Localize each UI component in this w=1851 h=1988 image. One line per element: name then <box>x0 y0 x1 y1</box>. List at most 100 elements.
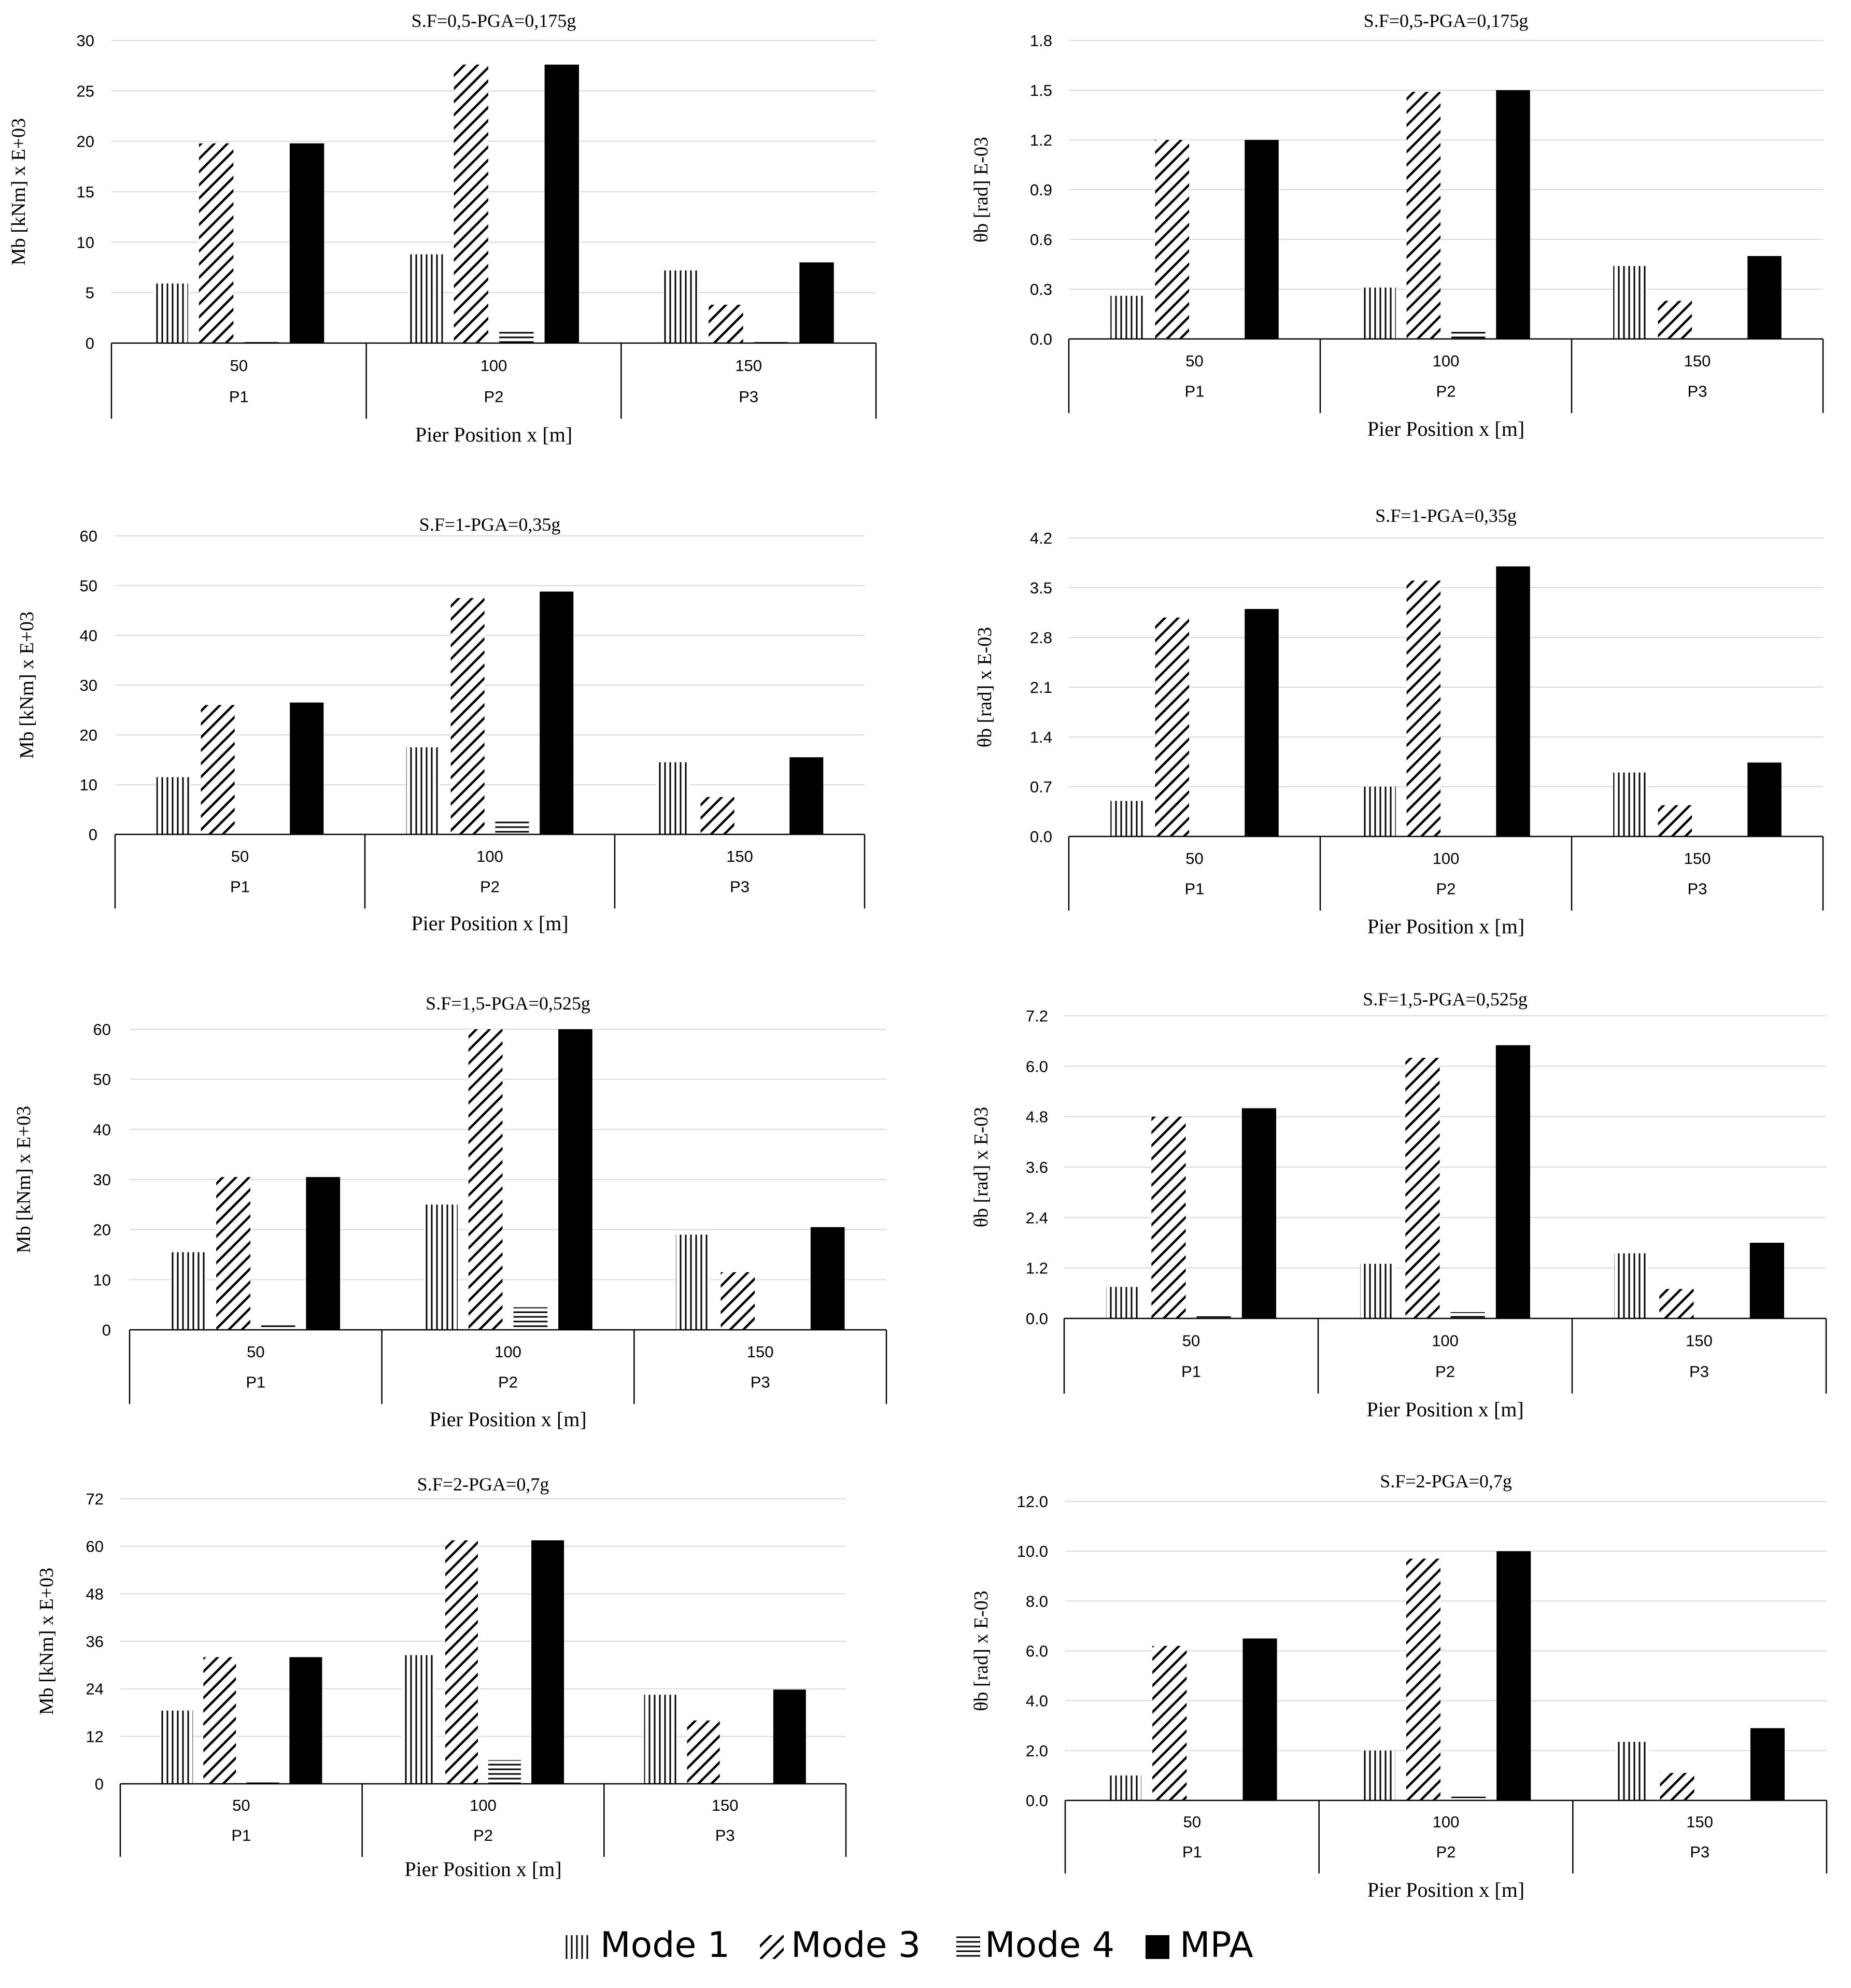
y-axis-label: Mb [kNm] x E+03 <box>8 118 30 265</box>
bar-mode-3 <box>709 305 743 343</box>
chart-panel: S.F=1-PGA=0,35g 0 10 20 30 40 50 60 50 P1 100 P2 150… <box>16 514 866 935</box>
bar-mode-3 <box>450 598 485 834</box>
bar-mode-4 <box>1451 1796 1486 1800</box>
bar-mode-3 <box>1406 1558 1440 1800</box>
y-axis-label: θb [rad] x E-03 <box>970 1591 992 1711</box>
y-tick-label: 0.3 <box>1030 280 1052 299</box>
bar-mode-3 <box>199 143 234 343</box>
x-category-label: 150 <box>726 847 753 865</box>
bar-mpa <box>1245 609 1279 836</box>
y-axis-label: Mb [kNm] x E+03 <box>36 1568 58 1715</box>
bar-mode-3 <box>700 797 734 834</box>
x-group-label: P3 <box>739 388 758 406</box>
bar-mode-4 <box>1196 1316 1231 1318</box>
bar-mode-1 <box>1362 787 1396 836</box>
pattern-horizontal-swatch <box>956 1935 980 1959</box>
y-tick-label: 1.4 <box>1030 728 1052 746</box>
y-tick-label: 1.8 <box>1030 32 1052 50</box>
y-axis-label: Mb [kNm] x E+03 <box>13 1106 35 1253</box>
x-group-label: P1 <box>1181 1362 1201 1381</box>
x-group-label: P1 <box>1185 880 1205 898</box>
x-category-label: 50 <box>1183 1813 1201 1831</box>
bar-mpa <box>289 143 324 343</box>
bar-mode-1 <box>675 1234 710 1330</box>
x-group-label: P2 <box>498 1373 518 1391</box>
y-axis-label: Mb [kNm] x E+03 <box>16 612 38 759</box>
y-tick-label: 30 <box>80 676 97 694</box>
y-tick-label: 0.0 <box>1030 828 1052 846</box>
y-tick-label: 40 <box>80 627 97 645</box>
bar-mode-3 <box>203 1657 236 1784</box>
chart-panel: S.F=2-PGA=0,7g 0 12 24 36 48 60 72 50 P1 100 P2 150 P… <box>36 1474 847 1881</box>
x-axis-label: Pier Position x [m] <box>1367 915 1524 938</box>
y-tick-label: 4.0 <box>1026 1692 1048 1710</box>
bar-mpa <box>306 1177 341 1330</box>
x-category-label: 100 <box>470 1796 497 1814</box>
bar-mode-4 <box>246 1780 279 1784</box>
bar-mpa <box>1496 1551 1531 1800</box>
y-tick-label: 60 <box>80 527 97 545</box>
y-tick-label: 0.0 <box>1026 1310 1048 1328</box>
legend: Mode 1 Mode 3 Mode 4 MPA <box>565 1925 1253 1966</box>
bar-mode-1 <box>644 1695 677 1784</box>
bar-mode-4 <box>513 1307 548 1330</box>
bar-mode-1 <box>1110 801 1144 836</box>
chart-panel: S.F=1,5-PGA=0,525g 0.0 1.2 2.4 3.6 4.8 6.0 7.2 5… <box>970 989 1827 1421</box>
x-group-label: P3 <box>1688 880 1707 898</box>
x-axis-label: Pier Position x [m] <box>1367 417 1524 441</box>
bar-mode-3 <box>1659 1289 1694 1318</box>
chart-title: S.F=0,5-PGA=0,175g <box>412 10 576 31</box>
bar-mode-3 <box>1155 140 1190 339</box>
bar-mode-1 <box>656 762 690 834</box>
x-group-label: P3 <box>730 878 750 896</box>
x-category-label: 50 <box>1182 1332 1200 1350</box>
bar-mode-1 <box>1110 295 1144 339</box>
y-tick-label: 25 <box>77 82 94 100</box>
bar-mode-4 <box>261 1325 295 1330</box>
y-tick-label: 3.6 <box>1026 1158 1048 1176</box>
y-tick-label: 8.0 <box>1026 1592 1048 1610</box>
bar-mode-1 <box>1613 772 1647 836</box>
y-tick-label: 2.0 <box>1026 1742 1048 1760</box>
bar-mode-1 <box>408 254 443 343</box>
legend-label: Mode 3 <box>791 1925 921 1966</box>
bar-mode-1 <box>1362 287 1396 339</box>
bar-mode-1 <box>1614 1253 1649 1318</box>
y-tick-label: 12 <box>86 1727 104 1745</box>
y-tick-label: 48 <box>86 1585 104 1603</box>
chart-title: S.F=1-PGA=0,35g <box>419 514 561 535</box>
bar-mpa <box>558 1029 592 1330</box>
y-tick-label: 50 <box>80 577 97 595</box>
x-category-label: 150 <box>735 357 762 375</box>
x-category-label: 100 <box>494 1343 521 1361</box>
chart-title: S.F=1,5-PGA=0,525g <box>1363 989 1528 1010</box>
y-tick-label: 1.2 <box>1026 1259 1048 1277</box>
x-group-label: P3 <box>1689 1362 1709 1381</box>
bar-mode-3 <box>201 705 235 834</box>
bar-mode-1 <box>402 1655 435 1784</box>
bar-mpa <box>810 1227 845 1330</box>
chart-panel: S.F=2-PGA=0,7g 0.0 2.0 4.0 6.0 8.0 10.0 12.0 50 P… <box>970 1471 1828 1901</box>
bar-mode-1 <box>1361 1750 1395 1800</box>
x-category-label: 50 <box>247 1343 264 1361</box>
bar-mpa <box>1749 1243 1784 1318</box>
y-tick-label: 5 <box>86 284 94 302</box>
y-tick-label: 1.5 <box>1030 81 1052 100</box>
y-tick-label: 12.0 <box>1017 1493 1048 1511</box>
x-category-label: 50 <box>232 1796 250 1814</box>
y-tick-label: 0 <box>102 1321 111 1339</box>
y-tick-label: 20 <box>80 726 97 744</box>
chart-panel: S.F=0,5-PGA=0,175g 0 5 10 15 20 25 30 50 P1 100 P2 1… <box>8 10 877 446</box>
x-group-label: P3 <box>715 1826 735 1844</box>
x-axis-label: Pier Position x [m] <box>415 423 572 446</box>
y-tick-label: 1.2 <box>1030 131 1052 149</box>
x-group-label: P1 <box>231 1826 251 1844</box>
x-group-label: P2 <box>480 878 500 896</box>
chart-title: S.F=1-PGA=0,35g <box>1375 505 1517 526</box>
pattern-vertical-swatch <box>565 1935 589 1959</box>
bar-mode-3 <box>687 1720 720 1784</box>
solid-swatch <box>1146 1935 1169 1959</box>
bar-mode-1 <box>406 747 440 834</box>
x-axis-label: Pier Position x [m] <box>411 912 568 935</box>
x-category-label: 150 <box>1686 1332 1713 1350</box>
